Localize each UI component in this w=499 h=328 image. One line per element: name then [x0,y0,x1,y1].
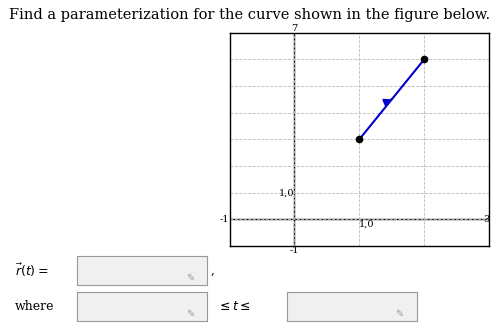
Text: ✎: ✎ [396,309,404,319]
Text: ✎: ✎ [186,309,194,319]
Text: 1,0: 1,0 [359,219,375,228]
Text: $\leq t \leq$: $\leq t \leq$ [217,300,251,313]
Text: -1: -1 [289,246,299,255]
Text: where: where [15,300,54,313]
Text: -1: -1 [220,215,230,224]
Text: Find a parameterization for the curve shown in the figure below.: Find a parameterization for the curve sh… [9,8,490,22]
Text: ,: , [211,264,215,277]
Text: 7: 7 [291,24,297,33]
Text: 3: 3 [483,215,489,224]
Text: ✎: ✎ [186,273,194,283]
Text: $\vec{r}(t) =$: $\vec{r}(t) =$ [15,262,48,279]
Text: 1,0: 1,0 [279,188,294,197]
